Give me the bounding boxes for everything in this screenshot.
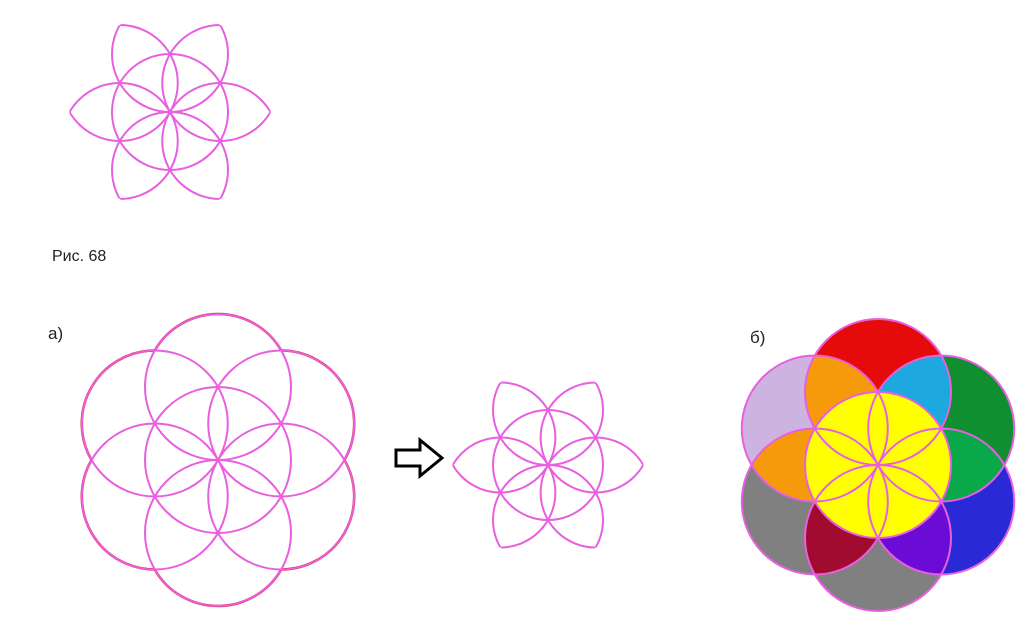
flower-b-filled bbox=[708, 295, 1030, 635]
flower-a-right bbox=[428, 345, 668, 585]
flower-top bbox=[40, 0, 300, 242]
figure-caption: Рис. 68 bbox=[52, 248, 106, 266]
flower-a-left bbox=[48, 290, 388, 630]
